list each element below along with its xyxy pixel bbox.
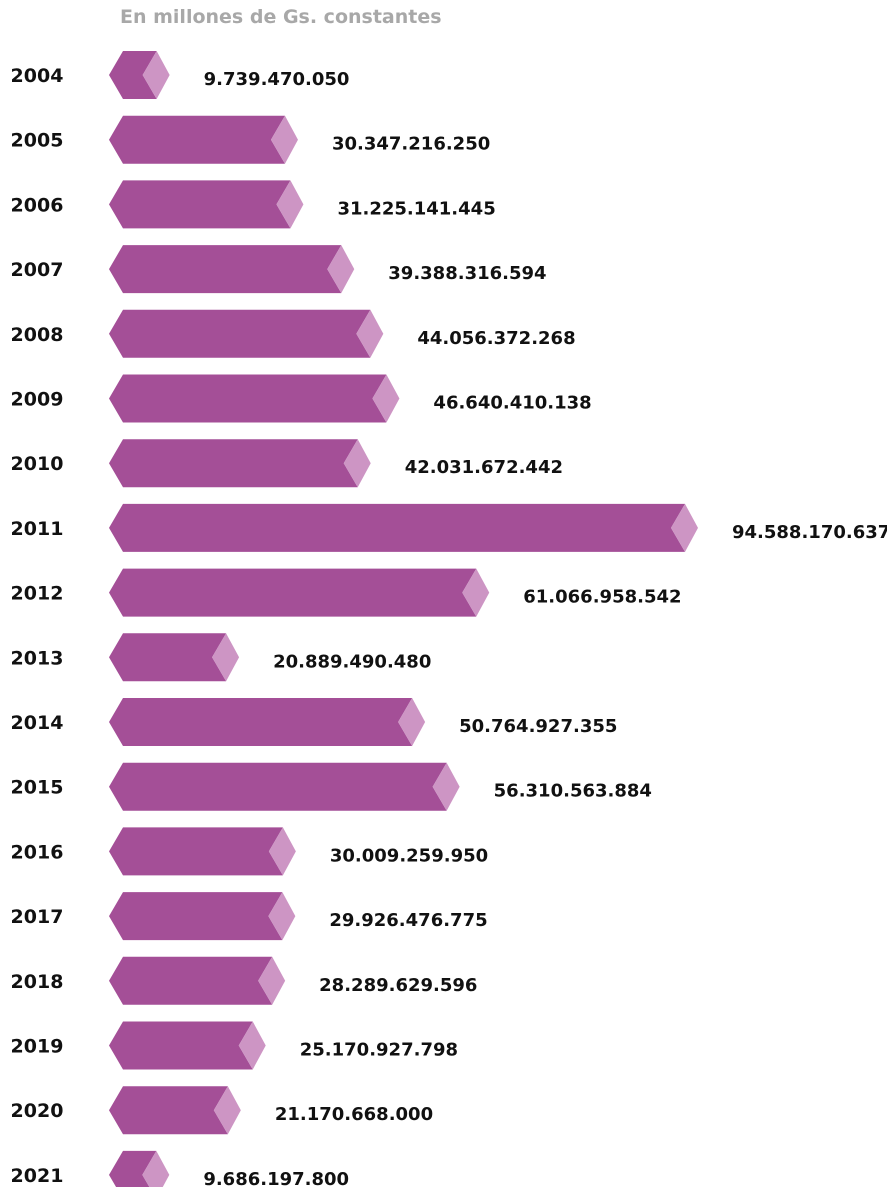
year-label-2011: 2011 [11,518,64,540]
bar-tip-2013 [212,633,240,682]
year-label-2009: 2009 [11,389,64,411]
bar-2020 [109,1086,228,1135]
value-label-2013: 20.889.490.480 [273,651,431,672]
year-label-2007: 2007 [11,259,64,281]
year-label-2005: 2005 [11,130,64,152]
year-label-2014: 2014 [11,712,64,734]
bar-2004 [109,51,157,99]
value-label-2014: 50.764.927.355 [459,716,617,737]
bar-tip-2010 [343,439,371,488]
bar-2021 [109,1150,157,1187]
bar-tip-2012 [462,568,490,617]
bar-2013 [109,633,227,682]
bar-tip-2014 [398,698,426,746]
bar-2010 [109,439,358,488]
bar-tip-2020 [213,1086,241,1135]
bar-2016 [109,827,283,876]
bar-2019 [109,1021,253,1070]
value-label-2007: 39.388.316.594 [388,263,546,284]
bar-tip-2021 [142,1150,170,1187]
year-label-2008: 2008 [11,324,64,346]
bar-tip-2007 [327,245,355,294]
year-label-2019: 2019 [11,1036,64,1058]
bar-tip-2018 [258,956,286,1005]
bar-tip-2004 [142,51,170,99]
year-label-2018: 2018 [11,971,64,993]
value-label-2017: 29.926.476.775 [329,910,487,931]
value-label-2009: 46.640.410.138 [433,393,591,414]
value-label-2006: 31.225.141.445 [337,198,495,219]
bar-2011 [109,503,685,552]
bar-2009 [109,374,387,423]
bar-tip-2019 [238,1021,266,1070]
value-label-2021: 9.686.197.800 [203,1169,349,1187]
value-label-2020: 21.170.668.000 [275,1104,433,1125]
bar-2006 [109,180,291,229]
year-label-2010: 2010 [11,453,64,475]
year-label-2016: 2016 [11,841,64,863]
bar-2008 [109,309,371,358]
chart-subtitle: En millones de Gs. constantes [120,6,442,28]
year-label-2017: 2017 [11,906,64,928]
value-label-2011: 94.588.170.637 [732,522,887,543]
bar-tip-2006 [276,180,304,229]
year-label-2020: 2020 [11,1100,64,1122]
bar-2007 [109,245,342,294]
year-label-2006: 2006 [11,194,64,216]
year-label-2015: 2015 [11,777,64,799]
bar-tip-2015 [432,762,460,811]
value-label-2016: 30.009.259.950 [330,845,488,866]
value-label-2005: 30.347.216.250 [332,134,490,155]
value-label-2015: 56.310.563.884 [494,781,652,802]
bar-2018 [109,956,273,1005]
year-label-2021: 2021 [11,1165,64,1187]
year-label-2013: 2013 [11,647,64,669]
bar-tip-2008 [356,309,384,358]
bar-2012 [109,568,477,617]
year-label-2004: 2004 [11,65,64,87]
bar-tip-2017 [268,892,296,941]
value-label-2019: 25.170.927.798 [300,1040,458,1061]
value-label-2008: 44.056.372.268 [417,328,575,349]
bar-2005 [109,115,285,164]
bar-tip-2009 [372,374,400,423]
bar-2014 [109,698,413,746]
bar-tip-2005 [270,115,298,164]
value-label-2018: 28.289.629.596 [319,975,477,996]
bar-tip-2011 [671,503,698,552]
year-label-2012: 2012 [11,583,64,605]
bar-2017 [109,892,283,941]
value-label-2004: 9.739.470.050 [204,69,350,90]
value-label-2010: 42.031.672.442 [405,457,563,478]
value-label-2012: 61.066.958.542 [523,587,681,608]
bar-2015 [109,762,447,811]
bar-tip-2016 [268,827,296,876]
